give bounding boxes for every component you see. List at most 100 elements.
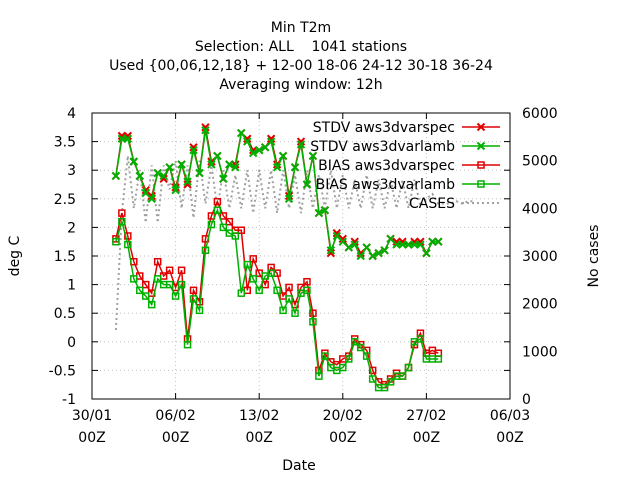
data-point <box>165 280 174 289</box>
data-point <box>219 212 228 220</box>
data-point <box>321 352 329 360</box>
x-tick-label-sub: 00Z <box>329 430 356 446</box>
data-point <box>350 338 359 346</box>
plot-frame <box>91 112 511 400</box>
data-point <box>339 363 347 372</box>
data-point <box>118 217 126 226</box>
data-point <box>159 174 168 183</box>
x-tick-label-sub: 00Z <box>496 430 523 446</box>
data-point <box>141 188 150 198</box>
data-point <box>285 295 293 303</box>
data-point <box>266 134 276 143</box>
y-tick-label: 0 <box>67 335 76 351</box>
x-tick-label-sub: 00Z <box>78 430 105 446</box>
legend-label: BIAS aws3dvarspec <box>318 158 455 174</box>
data-point <box>153 275 162 283</box>
data-point <box>338 234 348 244</box>
data-point <box>147 300 156 309</box>
data-point <box>302 180 312 189</box>
data-point <box>422 248 431 258</box>
data-point <box>189 145 198 155</box>
data-point <box>404 363 413 372</box>
data-point <box>290 163 300 172</box>
data-point <box>165 266 174 275</box>
data-point <box>141 280 150 289</box>
data-point <box>332 231 342 241</box>
y2-tick-label: 2000 <box>522 297 558 313</box>
x-tick-label: 13/02 <box>239 408 279 424</box>
data-point <box>416 335 425 343</box>
data-point <box>368 366 377 375</box>
data-point <box>243 137 252 146</box>
data-point <box>362 243 371 252</box>
data-point <box>416 240 425 249</box>
data-point <box>303 277 311 286</box>
data-point <box>320 206 330 215</box>
data-point <box>213 197 222 206</box>
data-point <box>207 160 216 169</box>
data-point <box>356 251 365 261</box>
data-point <box>386 378 395 386</box>
x-tick-label: 30/01 <box>72 408 112 424</box>
y2-tick-label: 4000 <box>522 201 558 217</box>
legend-label: STDV aws3dvarlamb <box>310 139 455 155</box>
data-point <box>177 280 186 289</box>
data-point <box>183 180 192 189</box>
data-point <box>129 157 139 166</box>
data-point <box>255 286 263 295</box>
data-point <box>153 168 162 178</box>
data-point <box>338 237 348 246</box>
data-point <box>171 186 180 195</box>
data-point <box>380 383 389 392</box>
data-point <box>135 171 144 181</box>
series-3 <box>112 206 443 392</box>
data-point <box>303 286 311 295</box>
data-point <box>189 295 198 303</box>
data-point <box>273 286 281 295</box>
data-point <box>159 171 168 181</box>
y-axis-label: deg C <box>7 235 23 276</box>
title-line: Averaging window: 12h <box>219 77 382 93</box>
data-point <box>123 134 133 143</box>
data-point <box>118 209 126 217</box>
data-point <box>309 309 317 317</box>
data-point <box>477 180 485 188</box>
data-point <box>296 140 306 149</box>
data-point <box>243 260 252 269</box>
data-point <box>350 237 359 246</box>
data-point <box>315 372 323 380</box>
data-point <box>266 137 276 146</box>
data-point <box>386 234 395 244</box>
chart-title: Min T2m Selection: ALL 1041 stations Used … <box>109 20 493 93</box>
legend-label: CASES <box>409 196 455 212</box>
data-point <box>326 246 336 255</box>
data-point <box>267 269 275 277</box>
data-point <box>237 128 246 138</box>
data-point <box>476 141 486 151</box>
y-tick-label: -0.5 <box>49 363 76 379</box>
data-point <box>207 220 216 229</box>
data-point <box>213 206 222 214</box>
x-tick-label: 27/02 <box>406 408 446 424</box>
x-tick-label-sub: 00Z <box>162 430 189 446</box>
data-point <box>195 306 204 315</box>
data-point <box>183 340 192 349</box>
title-line: Used {00,06,12,18} + 12-00 18-06 24-12 3… <box>109 58 493 74</box>
series <box>111 123 475 392</box>
data-point <box>356 343 365 352</box>
data-point <box>296 137 306 146</box>
data-point <box>345 355 353 363</box>
data-point <box>225 160 234 169</box>
data-point <box>368 251 377 261</box>
data-point <box>171 292 180 300</box>
data-point <box>260 143 270 152</box>
y-tick-label: 2 <box>67 220 76 236</box>
legend-label: BIAS aws3dvarlamb <box>316 177 455 193</box>
data-point <box>219 223 228 232</box>
data-point <box>189 286 198 295</box>
y-tick-label: 0.5 <box>54 306 76 322</box>
data-point <box>189 143 198 152</box>
data-point <box>231 163 240 172</box>
data-point <box>350 240 359 249</box>
